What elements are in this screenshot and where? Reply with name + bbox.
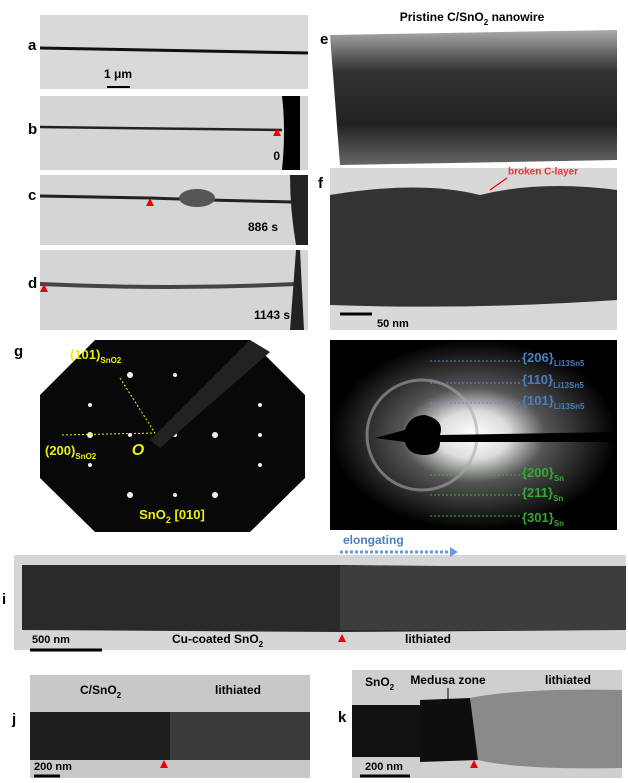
marker: O: [132, 442, 145, 459]
panel-label: d: [28, 275, 37, 292]
panel-label: h: [340, 343, 349, 360]
micrograph: [40, 96, 308, 170]
bulge: [179, 189, 215, 207]
region-label: Medusa zone: [410, 673, 486, 687]
panel-label: e: [320, 31, 328, 48]
panel-title: Pristine C/SnO2 nanowire: [400, 10, 545, 26]
panel-label: g: [14, 343, 23, 360]
micrograph: [330, 30, 617, 165]
panel-label: b: [28, 121, 37, 138]
medusa-zone: [420, 698, 478, 762]
lithiated-part: [340, 566, 626, 630]
scale-label: 1 μm: [104, 67, 132, 81]
annotation: broken C-layer: [508, 167, 578, 178]
region-label: Cu-coated SnO2: [172, 632, 264, 648]
pristine-part: [30, 712, 170, 760]
scale-label: 200 nm: [365, 761, 403, 773]
panel-label: c: [28, 187, 36, 204]
panel-label: k: [338, 709, 347, 726]
nanowire: [330, 186, 617, 307]
micrograph: [40, 175, 308, 245]
region-label: lithiated: [545, 673, 591, 687]
panel-label: a: [28, 37, 37, 54]
arrow-label: elongating: [343, 533, 404, 547]
panel-label: j: [11, 711, 16, 728]
region-label: C/SnO2: [80, 683, 122, 699]
scale-label: 200 nm: [34, 761, 72, 773]
scale-label: 50 nm: [377, 318, 409, 330]
lithiated-part: [470, 690, 622, 769]
panel-label: i: [2, 591, 6, 608]
region-label: lithiated: [405, 632, 451, 646]
scale-label: 500 nm: [32, 634, 70, 646]
time-label: 0 s: [273, 149, 290, 163]
region-label: lithiated: [215, 683, 261, 697]
pristine-part: [352, 705, 422, 757]
panel-label: f: [318, 175, 324, 192]
figure: a 1 μm b 0 s c 886 s d 1143 s e Pristine…: [0, 0, 628, 778]
time-label: 1143 s: [254, 308, 290, 322]
time-label: 886 s: [248, 220, 278, 234]
